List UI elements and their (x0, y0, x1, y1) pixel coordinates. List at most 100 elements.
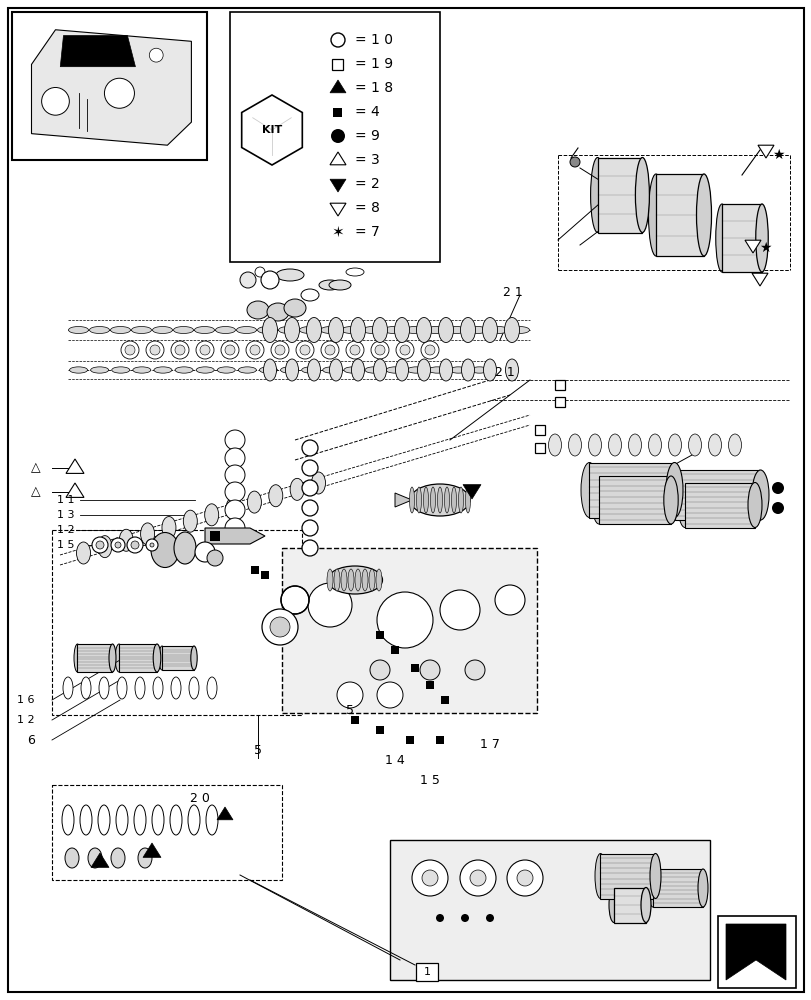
Ellipse shape (354, 569, 361, 591)
Text: 6: 6 (27, 734, 35, 746)
Bar (333, 107, 342, 116)
Text: = 1 8: = 1 8 (354, 81, 393, 95)
Ellipse shape (341, 326, 361, 334)
Circle shape (376, 682, 402, 708)
Ellipse shape (238, 367, 256, 373)
Ellipse shape (99, 677, 109, 699)
Bar (554, 397, 564, 407)
Ellipse shape (206, 805, 217, 835)
Polygon shape (394, 493, 411, 507)
Ellipse shape (708, 434, 721, 456)
Ellipse shape (322, 367, 341, 373)
Bar (652, 869, 702, 907)
Ellipse shape (174, 532, 195, 564)
Bar (534, 425, 544, 435)
Ellipse shape (320, 326, 340, 334)
Ellipse shape (417, 359, 430, 381)
Ellipse shape (134, 805, 146, 835)
Ellipse shape (648, 174, 663, 256)
Polygon shape (143, 843, 161, 857)
Text: 1 5: 1 5 (419, 774, 440, 786)
Text: = 3: = 3 (354, 153, 380, 167)
Ellipse shape (151, 532, 178, 568)
Bar (426, 681, 433, 689)
Ellipse shape (437, 487, 442, 513)
Circle shape (411, 860, 448, 896)
Ellipse shape (306, 318, 321, 342)
Text: = 1 0: = 1 0 (354, 33, 393, 47)
Ellipse shape (649, 854, 660, 898)
Ellipse shape (343, 367, 362, 373)
Text: = 4: = 4 (354, 105, 380, 119)
Ellipse shape (111, 848, 125, 868)
Bar (350, 716, 358, 724)
Ellipse shape (183, 510, 197, 532)
Circle shape (121, 341, 139, 359)
Ellipse shape (328, 280, 350, 290)
Circle shape (771, 502, 783, 514)
Ellipse shape (225, 497, 240, 519)
Ellipse shape (333, 569, 340, 591)
Circle shape (465, 660, 484, 680)
Text: 5: 5 (345, 704, 354, 716)
Circle shape (436, 914, 444, 922)
Ellipse shape (677, 483, 691, 528)
Ellipse shape (98, 536, 112, 558)
Ellipse shape (152, 805, 164, 835)
Circle shape (270, 617, 290, 637)
Ellipse shape (171, 677, 181, 699)
Polygon shape (744, 240, 760, 253)
Bar (375, 726, 384, 734)
Ellipse shape (465, 487, 470, 513)
Ellipse shape (362, 569, 367, 591)
Ellipse shape (348, 569, 354, 591)
Ellipse shape (152, 326, 172, 334)
Circle shape (506, 860, 543, 896)
Bar (599, 476, 670, 524)
Circle shape (299, 345, 310, 355)
Circle shape (302, 540, 318, 556)
Circle shape (200, 345, 210, 355)
Circle shape (260, 271, 279, 289)
Ellipse shape (329, 359, 342, 381)
Ellipse shape (307, 359, 320, 381)
Ellipse shape (159, 646, 165, 670)
Bar (534, 443, 544, 453)
Ellipse shape (410, 484, 470, 516)
Ellipse shape (70, 367, 88, 373)
Ellipse shape (175, 367, 193, 373)
Ellipse shape (351, 359, 364, 381)
Ellipse shape (635, 157, 649, 232)
Ellipse shape (607, 434, 620, 456)
Ellipse shape (451, 487, 456, 513)
Text: △: △ (31, 486, 41, 498)
Ellipse shape (470, 367, 488, 373)
Ellipse shape (364, 367, 383, 373)
Bar (406, 736, 414, 744)
Circle shape (302, 440, 318, 456)
Bar (554, 380, 564, 390)
Ellipse shape (697, 869, 707, 907)
Text: 1 2: 1 2 (17, 715, 35, 725)
Circle shape (275, 345, 285, 355)
Circle shape (461, 914, 469, 922)
Bar (260, 571, 268, 579)
Circle shape (195, 341, 214, 359)
Ellipse shape (264, 359, 277, 381)
Text: △: △ (31, 462, 41, 475)
Circle shape (146, 341, 164, 359)
Bar (717, 916, 795, 988)
Ellipse shape (115, 644, 122, 672)
Ellipse shape (189, 677, 199, 699)
Polygon shape (32, 30, 191, 145)
Bar (251, 566, 259, 574)
Text: 1 5: 1 5 (58, 540, 75, 550)
Ellipse shape (89, 326, 109, 334)
Circle shape (225, 500, 245, 520)
Ellipse shape (154, 367, 172, 373)
Circle shape (150, 543, 154, 547)
Ellipse shape (327, 569, 333, 591)
Ellipse shape (394, 318, 409, 342)
Circle shape (422, 870, 437, 886)
Ellipse shape (755, 204, 767, 272)
